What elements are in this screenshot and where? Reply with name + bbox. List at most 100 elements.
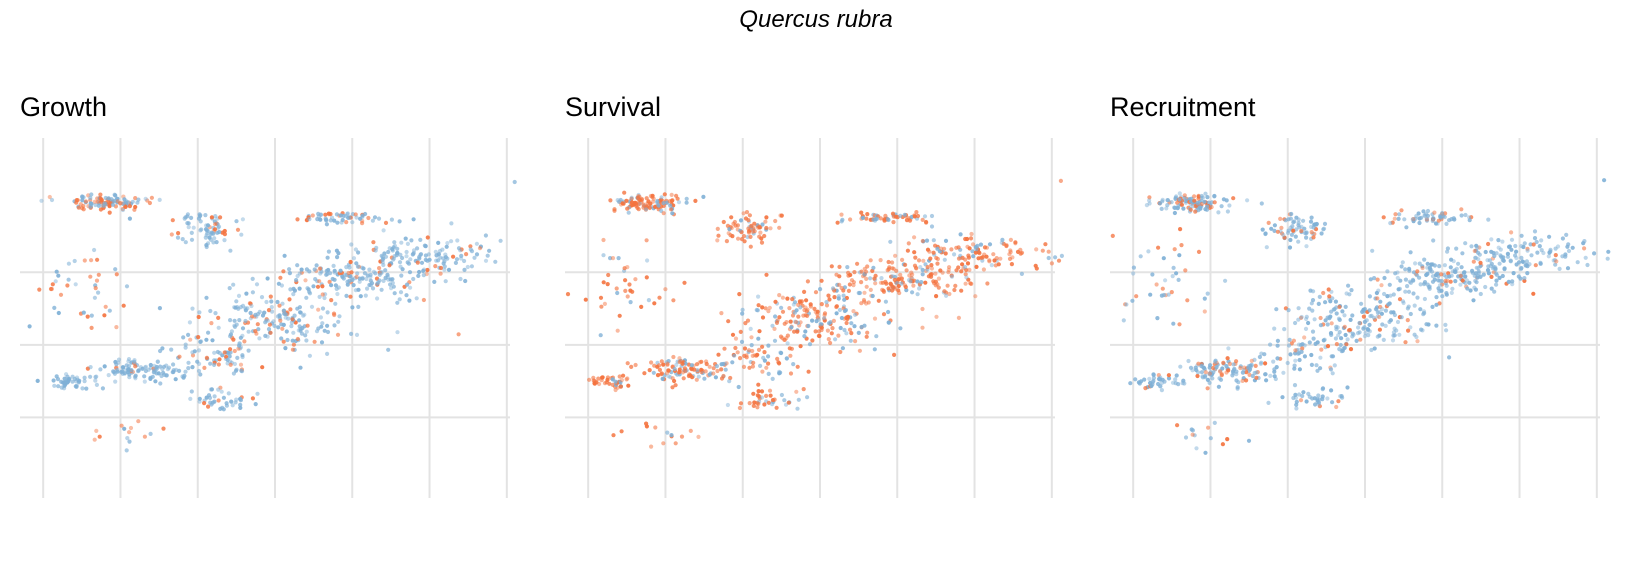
data-point — [232, 348, 237, 354]
data-point — [1436, 278, 1441, 283]
data-point — [1417, 261, 1422, 266]
data-point — [1425, 208, 1431, 214]
data-point — [1374, 290, 1379, 296]
data-point — [1147, 195, 1152, 200]
data-point — [1010, 255, 1015, 260]
data-point — [52, 383, 57, 388]
data-point — [1304, 235, 1309, 240]
data-point — [1211, 365, 1216, 371]
data-point — [228, 318, 233, 323]
data-point — [1552, 258, 1558, 263]
data-point — [716, 233, 721, 238]
data-point — [762, 350, 767, 355]
data-point — [744, 210, 750, 215]
data-point — [390, 248, 395, 253]
data-point — [1469, 244, 1474, 249]
data-point — [1289, 211, 1294, 217]
data-point — [864, 216, 869, 221]
data-point — [1000, 237, 1005, 242]
data-point — [715, 238, 720, 243]
data-point — [207, 395, 213, 400]
data-point — [155, 359, 160, 364]
data-point — [254, 331, 259, 336]
data-point — [814, 319, 819, 324]
data-point — [1477, 245, 1482, 250]
data-point — [1375, 277, 1380, 282]
data-point — [648, 201, 653, 206]
data-point — [1144, 203, 1149, 208]
data-point — [796, 314, 801, 319]
data-point — [1291, 228, 1296, 233]
data-point — [747, 401, 752, 406]
data-point — [794, 320, 799, 325]
data-point — [343, 272, 348, 278]
data-point — [748, 234, 753, 239]
data-point — [960, 262, 965, 267]
data-point — [846, 288, 851, 293]
data-point — [673, 441, 678, 446]
data-point — [905, 248, 910, 253]
data-point — [804, 309, 809, 314]
data-point — [711, 371, 716, 376]
data-point — [666, 368, 671, 373]
data-point — [724, 361, 729, 366]
data-point — [681, 376, 686, 381]
data-point — [1399, 315, 1404, 320]
data-point — [1440, 294, 1445, 299]
data-point — [1266, 400, 1271, 405]
data-point — [819, 302, 824, 307]
data-point — [1043, 242, 1048, 247]
data-point — [190, 350, 195, 355]
data-point — [1399, 264, 1404, 269]
data-point — [956, 315, 961, 320]
data-point — [1287, 245, 1293, 250]
data-point — [1424, 216, 1429, 221]
data-point — [605, 375, 610, 380]
data-point — [202, 401, 207, 406]
data-point — [892, 277, 897, 282]
data-point — [1268, 373, 1273, 378]
data-point — [644, 424, 649, 429]
data-point — [1362, 334, 1367, 339]
data-point — [1539, 248, 1544, 253]
data-point — [756, 401, 761, 406]
data-point — [740, 311, 745, 316]
data-point — [933, 283, 938, 288]
data-point — [1424, 272, 1429, 278]
data-point — [864, 334, 869, 339]
data-point — [795, 364, 800, 369]
data-point — [1219, 204, 1224, 209]
data-point — [208, 361, 213, 366]
data-point — [1161, 292, 1166, 298]
data-point — [936, 285, 941, 290]
data-point — [302, 312, 307, 317]
data-point — [1581, 241, 1586, 246]
data-point — [1207, 372, 1212, 377]
data-point — [351, 283, 356, 288]
data-point — [281, 322, 286, 327]
data-point — [232, 361, 237, 367]
data-point — [407, 270, 413, 275]
data-point — [1329, 332, 1334, 337]
data-point — [1339, 336, 1344, 341]
data-point — [103, 304, 108, 309]
data-point — [1285, 230, 1291, 235]
data-point — [778, 334, 784, 339]
data-point — [186, 332, 191, 337]
data-point — [153, 379, 158, 384]
data-point — [1316, 301, 1321, 306]
data-point — [838, 349, 843, 355]
data-point — [1402, 217, 1407, 222]
data-point — [1397, 297, 1403, 302]
data-point — [1281, 232, 1286, 238]
data-point — [371, 269, 376, 274]
data-point — [212, 350, 217, 355]
data-point — [1396, 287, 1401, 292]
data-point — [209, 215, 214, 220]
data-point — [619, 377, 624, 383]
data-point — [348, 274, 353, 279]
data-point — [281, 308, 286, 313]
data-point — [886, 217, 891, 222]
data-point — [199, 227, 204, 232]
data-point — [411, 217, 416, 222]
